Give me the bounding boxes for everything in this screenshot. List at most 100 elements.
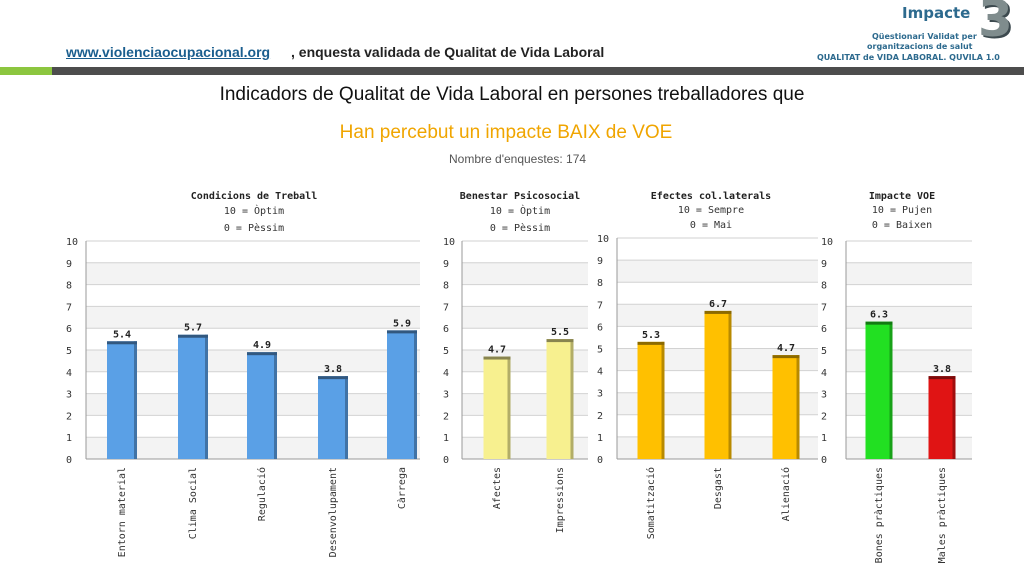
bar [247, 352, 277, 459]
y-tick-label: 0 [66, 455, 72, 466]
data-label: 4.7 [488, 345, 506, 356]
bar-cap [387, 330, 417, 334]
y-tick-label: 5 [443, 346, 449, 357]
y-tick-label: 7 [66, 302, 72, 313]
grid-band [846, 328, 972, 350]
data-label: 4.7 [777, 343, 795, 354]
y-tick-label: 10 [66, 237, 78, 248]
category-label: Males pràctiques [936, 467, 948, 563]
chart-title: Condicions de Treball [191, 190, 317, 202]
bar-cap [772, 355, 800, 359]
grid-band [846, 262, 972, 285]
bar-shade [507, 356, 511, 459]
chart-panel-4: Impacte VOE 10 = Pujen 0 = Baixen 0 1 2 3 4 5 6 7 8… [821, 191, 972, 563]
y-tick-label: 1 [443, 433, 449, 444]
grid-band [617, 238, 818, 261]
bar-cap [178, 334, 208, 338]
bar [865, 321, 893, 459]
y-tick-label: 2 [66, 411, 72, 422]
data-label: 5.5 [551, 327, 569, 338]
data-label: 3.8 [933, 364, 951, 375]
grid-band [86, 306, 420, 329]
grid-band [846, 350, 972, 372]
scale-legend-top: 10 = Pujen [872, 205, 932, 216]
scale-legend-top: 10 = Òptim [490, 204, 550, 217]
data-label: 5.4 [113, 329, 131, 340]
bar-shade [274, 352, 277, 459]
y-tick-label: 9 [821, 259, 827, 270]
logo-line-3: QUALITAT de VIDA LABORAL. QUVILA 1.0 [817, 53, 1000, 62]
bar-shade [889, 321, 893, 459]
grid-band [846, 306, 972, 329]
category-label: Càrrega [396, 467, 408, 509]
bar-shade [570, 339, 574, 459]
y-tick-label: 9 [597, 256, 603, 267]
scale-legend-bottom: 0 = Baixen [872, 220, 932, 231]
grid-band [86, 241, 420, 263]
header-subtitle: , enquesta validada de Qualitat de Vida … [291, 44, 605, 60]
bar-shade [796, 355, 800, 459]
scale-legend-bottom: 0 = Pèssim [490, 222, 550, 234]
y-tick-label: 6 [597, 322, 603, 333]
data-label: 5.3 [642, 330, 660, 341]
bar [637, 341, 665, 459]
y-tick-label: 2 [821, 411, 827, 422]
slide-subtitle: Han percebut un impacte BAIX de VOE [339, 122, 673, 143]
y-tick-label: 1 [821, 433, 827, 444]
bar [704, 310, 732, 459]
grid-band [462, 306, 588, 329]
chart-panel-1: Condicions de Treball 10 = Òptim 0 = Pèssi… [66, 190, 420, 557]
grid-band [617, 282, 818, 305]
category-label: Desenvolupament [328, 467, 339, 557]
grid-band [617, 260, 818, 283]
bar-cap [928, 376, 956, 380]
y-tick-label: 0 [443, 455, 449, 466]
bar [483, 356, 511, 459]
bar-cap [546, 339, 574, 343]
y-tick-label: 4 [66, 368, 72, 379]
y-tick-label: 3 [66, 390, 72, 401]
chart-panel-3: Efectes col.laterals 10 = Sempre 0 = Mai 0 1… [597, 191, 818, 539]
bar-cap [107, 341, 137, 345]
bar-cap [247, 352, 277, 356]
scale-legend-top: 10 = Sempre [678, 205, 744, 216]
slide-title: Indicadors de Qualitat de Vida Laboral e… [219, 84, 805, 105]
y-tick-label: 3 [597, 389, 603, 400]
y-tick-label: 3 [443, 390, 449, 401]
y-tick-label: 9 [443, 259, 449, 270]
y-tick-label: 9 [66, 259, 72, 270]
header-divider-bar [52, 67, 1024, 75]
logo-title: Impacte [902, 4, 971, 22]
bar [178, 334, 208, 459]
bar-cap [865, 321, 893, 325]
logo-line-1: Qüestionari Validat per [872, 32, 977, 41]
bar-cap [637, 341, 665, 345]
y-tick-label: 7 [443, 302, 449, 313]
bar-cap [483, 356, 511, 360]
bar [546, 339, 574, 459]
y-tick-label: 2 [443, 411, 449, 422]
website-link[interactable]: www.violenciaocupacional.org [66, 44, 271, 60]
y-tick-label: 5 [597, 345, 603, 356]
chart-title: Benestar Psicosocial [460, 190, 580, 202]
bar [928, 376, 956, 459]
y-tick-label: 1 [597, 433, 603, 444]
grid-band [462, 262, 588, 285]
category-label: Impressions [555, 467, 566, 533]
category-label: Clima Social [188, 467, 199, 539]
y-tick-label: 6 [821, 324, 827, 335]
y-tick-label: 10 [597, 234, 609, 245]
grid-band [86, 284, 420, 307]
impacte-logo: Impacte 3 Qüestionari Validat per organi… [817, 0, 1020, 66]
chart-title: Impacte VOE [869, 191, 935, 202]
survey-count: Nombre d'enquestes: 174 [449, 152, 587, 166]
y-tick-label: 7 [821, 302, 827, 313]
y-tick-label: 7 [597, 300, 603, 311]
grid-band [86, 262, 420, 285]
category-label: Bones pràctiques [873, 467, 885, 563]
bar-shade [134, 341, 137, 459]
grid-band [86, 328, 420, 350]
bar [318, 376, 348, 459]
y-tick-label: 8 [821, 281, 827, 292]
